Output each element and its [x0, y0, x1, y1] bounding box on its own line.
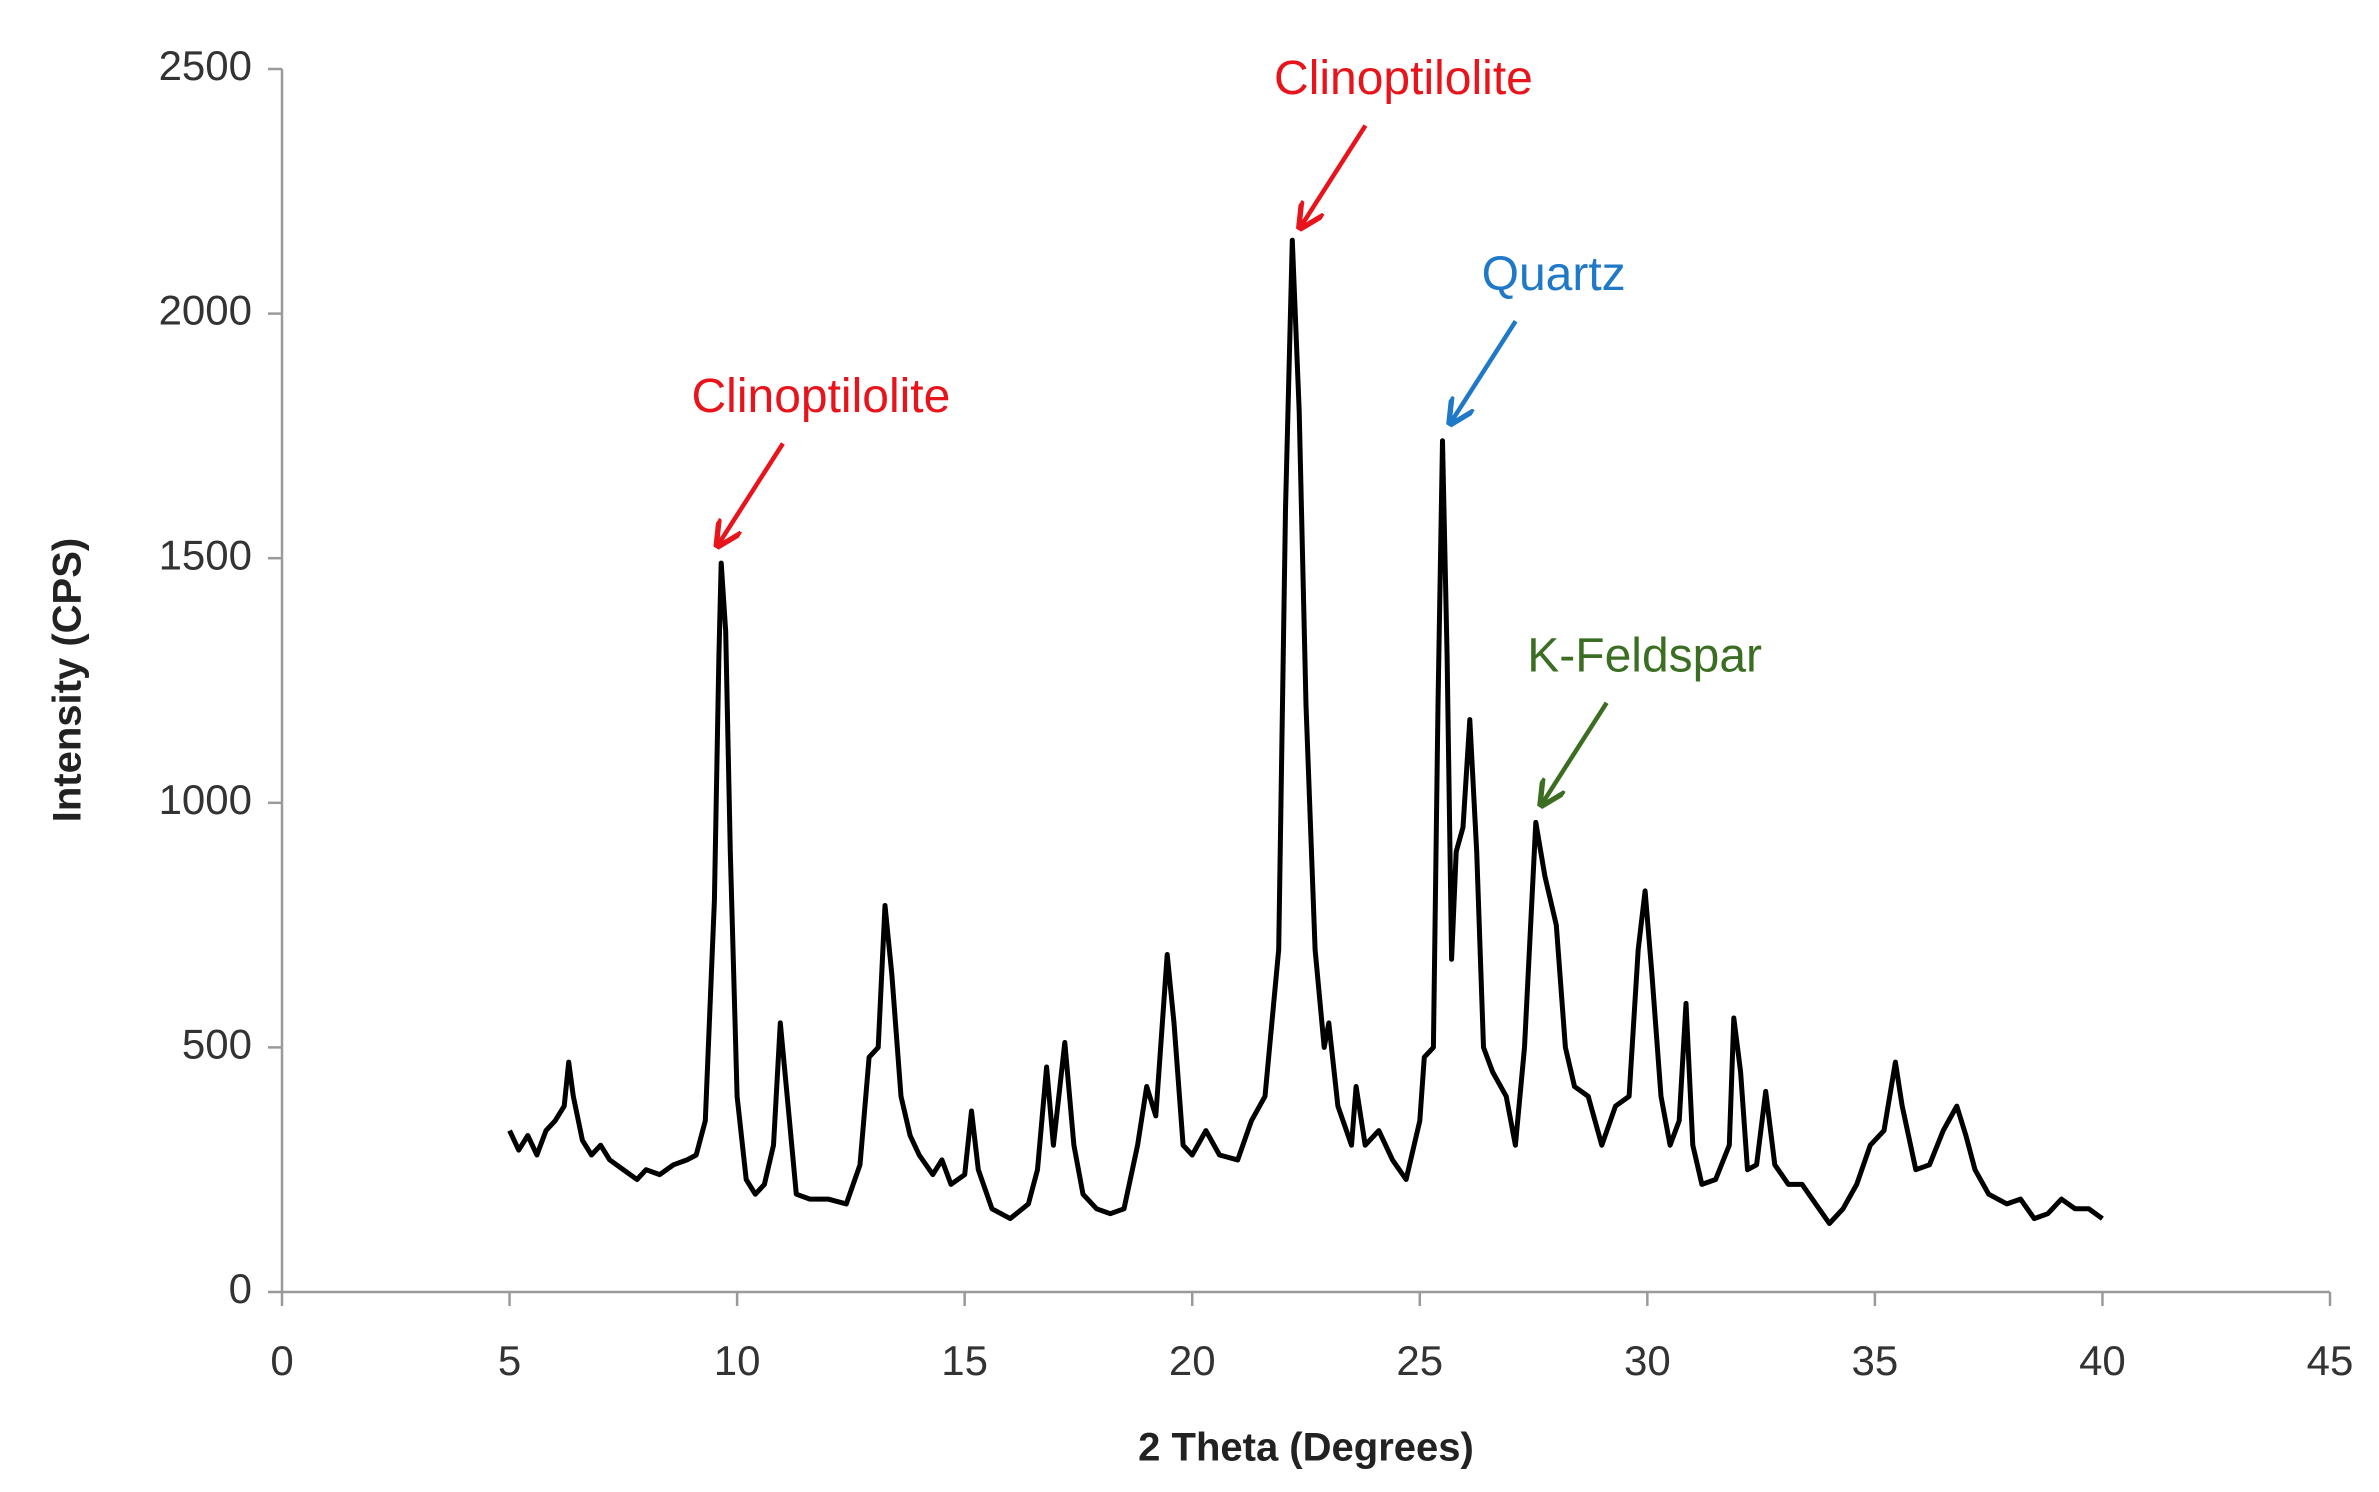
x-tick-label: 40 [2079, 1337, 2126, 1384]
annotation-arrow [719, 442, 785, 544]
y-tick-label: 0 [229, 1265, 252, 1312]
x-tick-label: 30 [1624, 1337, 1671, 1384]
data-line [507, 237, 2104, 1226]
annotation-arrow [1543, 701, 1609, 803]
y-tick-label: 1500 [159, 531, 252, 578]
x-tick-label: 25 [1396, 1337, 1443, 1384]
x-tick-label: 10 [714, 1337, 761, 1384]
x-tick-label: 20 [1169, 1337, 1216, 1384]
x-tick-label: 15 [941, 1337, 988, 1384]
x-tick-label: 35 [1852, 1337, 1899, 1384]
annotation-arrow [1301, 124, 1368, 226]
x-tick-label: 0 [270, 1337, 293, 1384]
x-tick-label: 5 [498, 1337, 521, 1384]
y-axis-title: Intensity (CPS) [46, 538, 90, 822]
x-tick-label: 45 [2307, 1337, 2354, 1384]
y-tick-label: 500 [182, 1020, 252, 1067]
annotation-label: Quartz [1482, 248, 1626, 301]
y-tick-label: 1000 [159, 776, 252, 823]
y-tick-label: 2000 [159, 287, 252, 334]
x-axis-title: 2 Theta (Degrees) [1138, 1426, 1474, 1470]
annotation-label: Clinoptilolite [1274, 52, 1533, 105]
y-tick-label: 2500 [159, 42, 252, 89]
annotation-label: K-Feldspar [1527, 629, 1762, 682]
annotation-arrow [1452, 320, 1518, 421]
annotation-label: Clinoptilolite [692, 370, 951, 423]
